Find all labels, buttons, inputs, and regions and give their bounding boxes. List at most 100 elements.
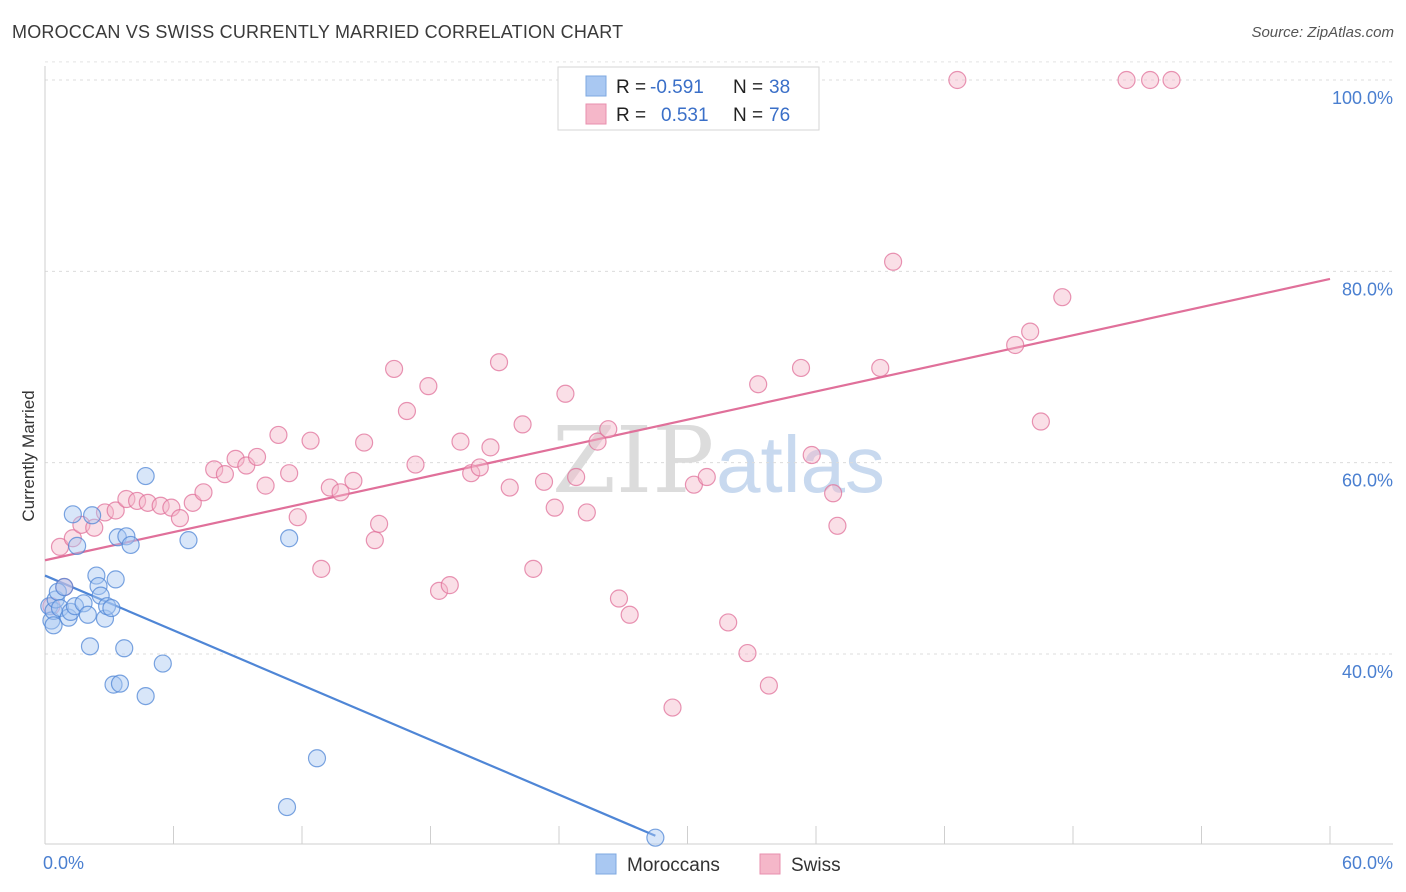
point-moroccans	[153, 654, 172, 673]
point-swiss	[344, 471, 363, 490]
point-swiss	[194, 483, 213, 502]
legend-swatch-swiss	[585, 103, 607, 125]
legend-r-value-swiss: 0.531	[661, 105, 709, 126]
point-swiss	[269, 425, 288, 445]
trend-line-moroccans	[44, 574, 656, 837]
point-swiss	[481, 438, 500, 457]
point-moroccans	[646, 828, 665, 847]
x-tick-label: 0.0%	[43, 853, 84, 873]
legend-r-label-moroccans: R =	[616, 77, 646, 98]
point-swiss	[948, 70, 967, 90]
point-swiss	[620, 605, 639, 624]
point-moroccans	[280, 529, 299, 548]
legend-n-value-swiss: 76	[769, 105, 790, 126]
point-swiss	[1140, 70, 1160, 90]
point-swiss	[288, 508, 307, 527]
axes	[44, 66, 1393, 845]
grid-lines	[45, 61, 1393, 655]
watermark-zip: ZIP	[552, 407, 714, 514]
point-swiss	[824, 484, 843, 503]
point-swiss	[331, 483, 350, 502]
point-swiss	[489, 353, 509, 372]
point-moroccans	[91, 586, 110, 605]
point-swiss	[440, 576, 459, 595]
point-swiss	[588, 432, 607, 451]
legend-n-value-moroccans: 38	[769, 77, 790, 98]
point-moroccans	[78, 605, 97, 624]
point-swiss	[470, 458, 489, 477]
y-axis-title: Currently Married	[19, 390, 38, 521]
y-tick-label: 40.0%	[1342, 662, 1393, 682]
trend-lines	[44, 277, 1331, 837]
point-moroccans	[44, 616, 63, 635]
point-swiss	[370, 514, 389, 533]
point-moroccans	[74, 594, 93, 613]
point-swiss	[1021, 322, 1040, 341]
point-swiss	[1006, 335, 1025, 355]
point-swiss	[556, 384, 575, 403]
point-swiss	[320, 478, 339, 497]
point-swiss	[719, 613, 738, 632]
point-swiss	[451, 432, 470, 451]
point-swiss	[883, 252, 903, 271]
point-moroccans	[136, 466, 155, 486]
point-swiss	[419, 377, 438, 396]
data-points	[40, 70, 1181, 847]
point-moroccans	[55, 577, 74, 597]
point-moroccans	[115, 639, 134, 658]
point-swiss	[1031, 412, 1050, 431]
bottom-legend-label-swiss: Swiss	[791, 855, 841, 876]
point-moroccans	[106, 570, 125, 589]
x-tick-label: 60.0%	[1342, 853, 1393, 873]
point-swiss	[170, 509, 190, 528]
point-moroccans	[102, 598, 121, 618]
point-swiss	[1053, 288, 1072, 307]
point-swiss	[749, 375, 768, 394]
legend-swatch-moroccans	[585, 75, 607, 97]
point-swiss	[534, 472, 554, 491]
point-moroccans	[307, 749, 327, 768]
point-swiss	[106, 501, 125, 520]
point-swiss	[355, 433, 374, 452]
x-tick-labels: 0.0% 60.0%	[43, 853, 1393, 873]
point-moroccans	[277, 797, 297, 817]
point-moroccans	[110, 674, 130, 693]
point-moroccans	[179, 531, 198, 550]
point-moroccans	[104, 675, 123, 694]
y-tick-label: 100.0%	[1332, 88, 1393, 108]
point-moroccans	[80, 637, 100, 656]
point-swiss	[280, 464, 299, 483]
point-swiss	[599, 420, 618, 439]
point-swiss	[397, 401, 417, 421]
point-swiss	[697, 467, 716, 487]
stats-legend: R = -0.591 N = 38 R = 0.531 N = 76	[557, 66, 820, 131]
point-moroccans	[63, 505, 82, 524]
point-swiss	[802, 445, 821, 465]
point-moroccans	[136, 686, 155, 706]
point-swiss	[738, 643, 757, 663]
point-swiss	[312, 559, 331, 578]
series-legend: Moroccans Swiss	[595, 853, 841, 876]
bottom-legend-swatch-moroccans	[595, 853, 617, 875]
point-swiss	[406, 455, 425, 474]
point-swiss	[205, 460, 224, 479]
point-swiss	[247, 447, 267, 467]
point-swiss	[545, 498, 564, 517]
point-swiss	[513, 415, 532, 434]
point-swiss	[1117, 70, 1136, 90]
point-moroccans	[83, 506, 102, 525]
point-swiss	[256, 476, 275, 495]
bottom-legend-label-moroccans: Moroccans	[627, 855, 720, 876]
point-swiss	[384, 359, 404, 379]
point-moroccans	[117, 527, 136, 546]
point-moroccans	[68, 536, 87, 555]
point-swiss	[791, 358, 811, 378]
point-swiss	[524, 559, 543, 578]
point-swiss	[1162, 70, 1181, 90]
point-swiss	[609, 589, 629, 608]
y-tick-labels: 40.0% 60.0% 80.0% 100.0%	[1332, 88, 1393, 682]
point-swiss	[871, 358, 890, 378]
watermark-atlas: atlas	[716, 420, 885, 509]
point-swiss	[663, 698, 682, 717]
point-swiss	[500, 478, 519, 497]
